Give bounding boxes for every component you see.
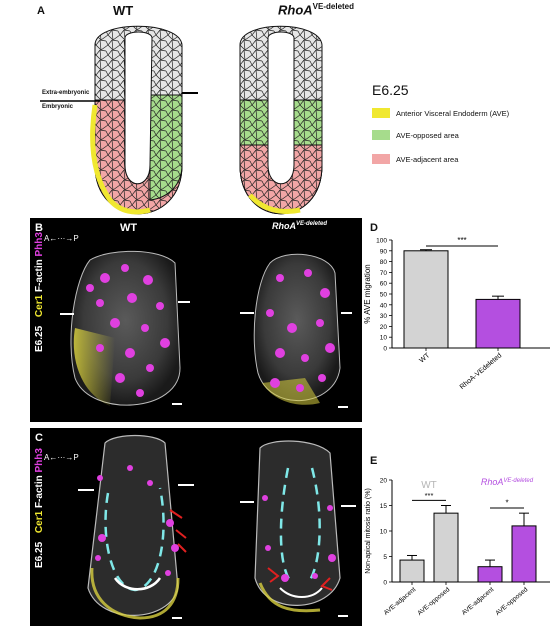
panel-c-cer1: Cer1 xyxy=(34,510,45,534)
bar xyxy=(475,298,521,349)
panel-a-mutant-title: RhoAVE-deleted xyxy=(278,2,354,17)
panel-c-letter: C xyxy=(35,432,43,444)
panel-c-wt-embryo xyxy=(78,434,194,620)
panel-b-phh3: Phh3 xyxy=(34,232,45,257)
panel-c-factin: F-actin xyxy=(34,475,45,509)
panel-c-axis: A←···→P xyxy=(44,453,79,462)
panel-e-letter: E xyxy=(370,455,378,467)
panel-c-axis-arrow: ←···→ xyxy=(49,453,74,462)
y-tick-label: 20 xyxy=(380,478,388,485)
x-tick-label: AVE-adjacent xyxy=(461,586,496,617)
x-tick-label: AVE-adjacent xyxy=(383,586,418,617)
panel-b-axis-arrow: ←···→ xyxy=(49,234,74,243)
panel-a-schematics xyxy=(40,25,323,215)
y-tick-label: 20 xyxy=(380,324,388,331)
mutant-embryo-schematic xyxy=(239,25,323,215)
y-tick-label: 80 xyxy=(380,259,388,266)
panel-b-stain-label: E6.25 Cer1 F-actin Phh3 xyxy=(34,232,45,352)
panel-e-chart: 0 5 10 15 20 Non-apical mitosis ratio (%) AVE-… xyxy=(365,477,550,617)
panel-b-wt-embryo xyxy=(60,250,190,406)
group-label-mutant-gene: RhoA xyxy=(481,477,504,487)
y-tick-label: 50 xyxy=(380,292,388,299)
panel-c-axis-p: P xyxy=(73,453,79,462)
group-label-wt: WT xyxy=(421,480,437,491)
panel-b-axis-a: A xyxy=(44,234,50,243)
legend-swatch-ave xyxy=(372,108,390,118)
panel-b-mutant-gene: RhoA xyxy=(272,221,296,231)
legend-item-opposed: AVE-opposed area xyxy=(372,130,459,140)
panel-c-axis-a: A xyxy=(44,453,50,462)
panel-b-embryo-images xyxy=(60,250,352,408)
panel-b-micrograph xyxy=(30,218,362,422)
legend-label-adjacent: AVE-adjacent area xyxy=(396,154,459,164)
significance-label: *** xyxy=(457,236,466,245)
panel-b-letter: B xyxy=(35,222,43,234)
significance-label: * xyxy=(505,499,508,508)
wt-embryo-schematic xyxy=(90,25,198,215)
panel-c-micrograph xyxy=(30,428,362,626)
legend-label-opposed: AVE-opposed area xyxy=(396,130,459,140)
y-tick-label: 10 xyxy=(380,335,388,342)
x-tick-label: WT xyxy=(418,352,431,365)
legend-swatch-adjacent xyxy=(372,154,390,164)
y-tick-label: 90 xyxy=(380,248,388,255)
mutant-title-gene: RhoA xyxy=(278,2,313,18)
panel-c-phh3: Phh3 xyxy=(34,448,45,473)
y-tick-label: 5 xyxy=(383,554,387,561)
panel-b-mutant-label: RhoAVE-deleted xyxy=(272,221,327,231)
y-tick-label: 40 xyxy=(380,302,388,309)
group-label-mutant-sup: VE-deleted xyxy=(503,478,533,484)
y-axis-label: Non-apical mitosis ratio (%) xyxy=(365,488,372,574)
bar xyxy=(477,566,503,583)
panel-b-mutant-embryo xyxy=(240,253,352,408)
y-tick-label: 10 xyxy=(380,529,388,536)
x-tick-label: RhoA-VEdeleted xyxy=(459,352,504,391)
legend-title: E6.25 xyxy=(372,82,409,98)
panel-c-embryo-images xyxy=(78,434,356,620)
panel-d-chart: 0 10 20 30 40 50 60 70 80 90 100 % AVE migration WT R… xyxy=(363,236,550,391)
panel-b-mutant-sup: VE-deleted xyxy=(296,221,328,227)
legend-item-ave: Anterior Visceral Endoderm (AVE) xyxy=(372,108,509,118)
bar xyxy=(403,250,449,349)
y-tick-label: 70 xyxy=(380,270,388,277)
panel-b-cer1: Cer1 xyxy=(34,294,45,318)
panel-c-stage: E6.25 xyxy=(34,541,45,568)
panel-b-axis: A←···→P xyxy=(44,234,79,243)
panel-b-stage: E6.25 xyxy=(34,325,45,352)
panel-c-mutant-embryo xyxy=(240,440,356,617)
y-tick-label: 0 xyxy=(383,580,387,587)
y-tick-label: 100 xyxy=(376,238,387,245)
panel-d-letter: D xyxy=(370,222,378,234)
bar xyxy=(511,525,537,583)
x-tick-label: AVE-opposed xyxy=(416,586,451,617)
legend-item-adjacent: AVE-adjacent area xyxy=(372,154,458,164)
panel-b-wt-label: WT xyxy=(120,222,138,234)
y-tick-label: 15 xyxy=(380,503,388,510)
y-tick-label: 60 xyxy=(380,281,388,288)
panel-b-axis-p: P xyxy=(73,234,79,243)
x-tick-label: AVE-opposed xyxy=(494,586,529,617)
legend-label-ave: Anterior Visceral Endoderm (AVE) xyxy=(396,108,510,118)
panel-a-wt-title: WT xyxy=(113,3,134,18)
y-axis-label: % AVE migration xyxy=(363,264,372,323)
panel-c-stain-label: E6.25 Cer1 F-actin Phh3 xyxy=(34,448,45,568)
y-tick-label: 30 xyxy=(380,313,388,320)
extra-embryonic-label: Extra-embryonic xyxy=(42,90,90,96)
panel-b-factin: F-actin xyxy=(34,259,45,293)
significance-label: *** xyxy=(425,491,434,500)
panel-a-letter: A xyxy=(37,5,45,17)
bar xyxy=(433,512,459,583)
legend-swatch-opposed xyxy=(372,130,390,140)
embryonic-label: Embryonic xyxy=(42,104,74,110)
group-label-mutant: RhoAVE-deleted xyxy=(481,477,534,487)
mutant-title-sup: VE-deleted xyxy=(312,2,355,11)
bar xyxy=(399,559,425,583)
y-tick-label: 0 xyxy=(383,346,387,353)
